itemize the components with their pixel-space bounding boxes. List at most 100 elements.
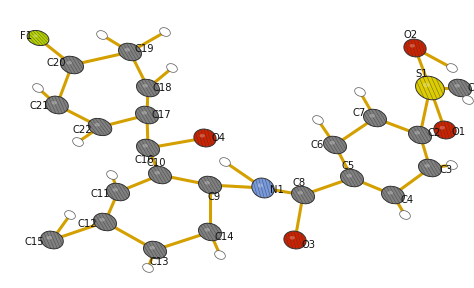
Ellipse shape xyxy=(61,56,83,74)
Ellipse shape xyxy=(340,169,364,187)
Ellipse shape xyxy=(143,144,148,147)
Ellipse shape xyxy=(136,106,158,124)
Text: C6: C6 xyxy=(310,140,324,150)
Ellipse shape xyxy=(112,188,118,192)
Text: C16: C16 xyxy=(134,155,154,165)
Text: C9: C9 xyxy=(207,192,220,202)
Ellipse shape xyxy=(143,264,153,272)
Ellipse shape xyxy=(118,43,142,61)
Text: C19: C19 xyxy=(134,44,154,54)
Ellipse shape xyxy=(292,186,315,204)
Ellipse shape xyxy=(364,109,386,127)
Ellipse shape xyxy=(463,96,474,104)
Ellipse shape xyxy=(141,111,147,115)
Ellipse shape xyxy=(404,39,426,57)
Text: C22: C22 xyxy=(72,125,92,135)
Ellipse shape xyxy=(199,223,221,241)
Ellipse shape xyxy=(387,191,393,194)
Ellipse shape xyxy=(284,231,306,249)
Text: C14: C14 xyxy=(214,232,234,242)
Ellipse shape xyxy=(439,126,445,130)
Ellipse shape xyxy=(329,141,335,145)
Ellipse shape xyxy=(215,251,225,259)
Text: C20: C20 xyxy=(46,58,66,68)
Ellipse shape xyxy=(455,84,460,88)
Ellipse shape xyxy=(52,101,57,105)
Text: O4: O4 xyxy=(212,133,226,143)
Ellipse shape xyxy=(194,129,216,147)
Text: C13: C13 xyxy=(149,257,169,267)
Ellipse shape xyxy=(33,35,38,37)
Text: C2: C2 xyxy=(428,128,441,138)
Ellipse shape xyxy=(160,28,170,36)
Ellipse shape xyxy=(448,79,472,97)
Ellipse shape xyxy=(369,114,375,118)
Text: C3: C3 xyxy=(439,165,453,175)
Text: N1: N1 xyxy=(270,185,284,195)
Ellipse shape xyxy=(382,186,404,204)
Text: C1: C1 xyxy=(467,83,474,93)
Ellipse shape xyxy=(149,246,155,249)
Ellipse shape xyxy=(125,48,130,52)
Text: C10: C10 xyxy=(146,158,166,168)
Ellipse shape xyxy=(200,134,205,138)
Text: C4: C4 xyxy=(401,195,413,205)
Ellipse shape xyxy=(100,218,105,221)
Ellipse shape xyxy=(199,176,221,194)
Ellipse shape xyxy=(313,116,323,124)
Ellipse shape xyxy=(64,211,75,219)
Ellipse shape xyxy=(46,236,52,240)
Ellipse shape xyxy=(167,64,177,72)
Ellipse shape xyxy=(73,138,83,146)
Ellipse shape xyxy=(88,118,112,136)
Ellipse shape xyxy=(400,211,410,219)
Text: C18: C18 xyxy=(152,83,172,93)
Text: F1: F1 xyxy=(20,31,32,41)
Text: C11: C11 xyxy=(90,189,110,199)
Ellipse shape xyxy=(447,64,457,72)
Ellipse shape xyxy=(93,213,117,231)
Text: C17: C17 xyxy=(151,110,171,120)
Text: C12: C12 xyxy=(77,219,97,229)
Ellipse shape xyxy=(144,241,166,259)
Ellipse shape xyxy=(107,171,118,179)
Ellipse shape xyxy=(33,84,43,92)
Ellipse shape xyxy=(143,84,148,88)
Text: S1: S1 xyxy=(416,69,428,79)
Ellipse shape xyxy=(298,191,303,194)
Ellipse shape xyxy=(425,164,430,168)
Ellipse shape xyxy=(414,131,420,134)
Ellipse shape xyxy=(257,183,263,187)
Ellipse shape xyxy=(219,158,230,166)
Ellipse shape xyxy=(290,236,295,240)
Ellipse shape xyxy=(346,174,352,177)
Ellipse shape xyxy=(94,123,100,126)
Text: C15: C15 xyxy=(24,237,44,247)
Ellipse shape xyxy=(46,96,68,114)
Text: C5: C5 xyxy=(341,161,355,171)
Ellipse shape xyxy=(434,121,456,139)
Text: O1: O1 xyxy=(452,127,466,137)
Ellipse shape xyxy=(323,136,346,154)
Ellipse shape xyxy=(137,79,160,97)
Ellipse shape xyxy=(27,31,49,46)
Ellipse shape xyxy=(419,159,441,177)
Ellipse shape xyxy=(410,44,415,48)
Ellipse shape xyxy=(423,83,430,87)
Ellipse shape xyxy=(252,178,274,198)
Ellipse shape xyxy=(204,181,210,185)
Ellipse shape xyxy=(107,183,129,201)
Ellipse shape xyxy=(355,88,365,96)
Ellipse shape xyxy=(447,161,457,169)
Ellipse shape xyxy=(137,139,160,157)
Text: C21: C21 xyxy=(29,101,49,111)
Ellipse shape xyxy=(416,76,445,100)
Ellipse shape xyxy=(155,171,160,175)
Ellipse shape xyxy=(41,231,64,249)
Ellipse shape xyxy=(204,228,210,232)
Ellipse shape xyxy=(97,31,107,39)
Ellipse shape xyxy=(148,166,172,184)
Text: C7: C7 xyxy=(352,108,365,118)
Text: O2: O2 xyxy=(404,30,418,40)
Text: C8: C8 xyxy=(292,178,306,188)
